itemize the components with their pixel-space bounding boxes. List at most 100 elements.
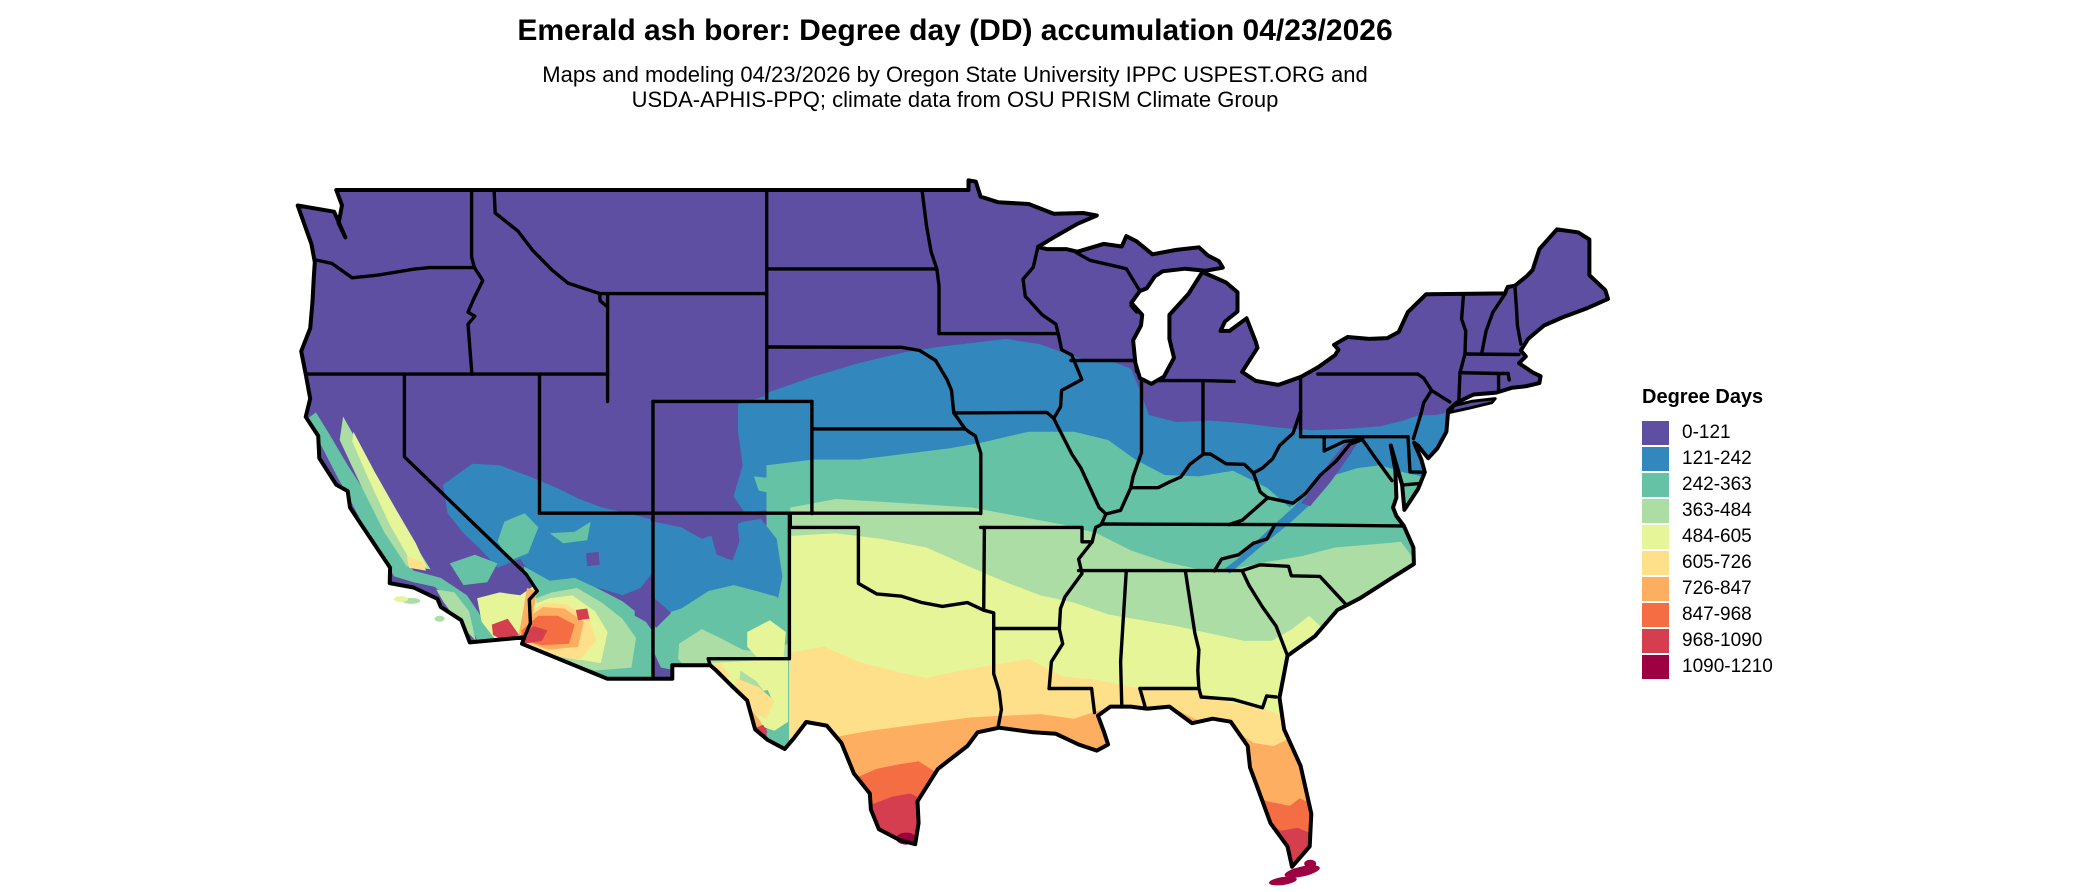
state-boundary xyxy=(1021,245,1060,336)
legend-label: 968-1090 xyxy=(1682,630,1763,651)
state-boundary xyxy=(311,257,477,280)
legend-item: 121-242 xyxy=(1642,447,1773,471)
state-boundary xyxy=(1458,371,1510,376)
legend-label: 605-726 xyxy=(1682,552,1752,573)
region-purple-san-francisco-peaks xyxy=(586,551,600,567)
state-boundary xyxy=(1406,435,1427,474)
state-boundary xyxy=(1506,371,1511,382)
region-red-imperial-valley xyxy=(491,618,520,641)
state-boundary xyxy=(788,525,986,612)
legend-item: 968-1090 xyxy=(1642,629,1773,653)
region-maroon-florida-keys xyxy=(1269,876,1297,886)
region-teal-arkansas-valley xyxy=(754,476,800,497)
legend-label: 726-847 xyxy=(1682,578,1752,599)
legend-swatch xyxy=(1642,551,1669,575)
legend-swatch xyxy=(1642,525,1669,549)
legend-item: 1090-1210 xyxy=(1642,655,1773,679)
legend-swatch xyxy=(1642,447,1669,471)
state-boundary xyxy=(1251,471,1270,500)
legend-label: 484-605 xyxy=(1682,526,1752,547)
state-boundary xyxy=(1479,291,1508,356)
region-purple-appalachian-ridge xyxy=(1301,441,1357,507)
legend-label: 847-968 xyxy=(1682,604,1752,625)
state-boundary xyxy=(982,525,987,612)
state-boundary xyxy=(1459,291,1468,356)
state-boundary xyxy=(1129,378,1144,490)
state-boundary xyxy=(1074,251,1142,293)
state-boundary xyxy=(1240,568,1290,658)
state-boundary xyxy=(1047,540,1094,691)
state-boundary xyxy=(1273,522,1408,528)
map-subtitle-line2: USDA-APHIS-PPQ; climate data from OSU PR… xyxy=(631,87,1279,112)
state-boundary xyxy=(1212,522,1277,573)
channel-island xyxy=(434,615,445,622)
legend-swatch xyxy=(1642,421,1669,445)
state-boundary xyxy=(706,511,792,667)
state-boundary xyxy=(952,410,1056,421)
region-red-yuma xyxy=(521,626,548,644)
legend-swatch xyxy=(1642,655,1669,679)
region-blue-blue-ridge xyxy=(1223,480,1329,574)
state-boundary xyxy=(1411,372,1434,441)
legend-item: 726-847 xyxy=(1642,577,1773,601)
state-boundary xyxy=(1118,568,1128,709)
channel-island xyxy=(394,596,408,603)
state-boundary xyxy=(1147,378,1236,384)
map-title: Emerald ash borer: Degree day (DD) accum… xyxy=(517,14,1393,47)
state-boundary xyxy=(469,188,477,270)
state-boundary xyxy=(1104,409,1303,516)
state-boundary xyxy=(1138,686,1147,709)
region-teal-mojave xyxy=(449,554,498,586)
state-boundaries xyxy=(304,188,1523,730)
state-boundary xyxy=(982,608,1004,730)
state-boundary xyxy=(1099,522,1277,527)
region-teal-grand-canyon xyxy=(549,521,591,544)
state-boundary xyxy=(920,188,941,336)
legend-item: 242-363 xyxy=(1642,473,1773,497)
legend-item: 605-726 xyxy=(1642,551,1773,575)
legend-label: 121-242 xyxy=(1682,448,1752,469)
legend-label: 363-484 xyxy=(1682,500,1752,521)
region-purple-sangre-de-cristo xyxy=(709,490,740,561)
state-boundary xyxy=(1047,686,1097,715)
legend-swatch xyxy=(1642,473,1669,497)
state-boundary xyxy=(466,265,485,376)
state-boundary xyxy=(1240,563,1347,606)
region-orange-colorado-river xyxy=(517,588,538,640)
region-red-phoenix xyxy=(575,608,590,621)
state-boundary xyxy=(1199,694,1278,710)
region-maroon-florida-keys xyxy=(1304,859,1317,868)
region-teal-california-coast xyxy=(306,412,498,643)
state-boundary xyxy=(1458,352,1467,375)
state-boundary xyxy=(1463,352,1521,357)
conus-outline xyxy=(295,178,1610,869)
legend-label: 0-121 xyxy=(1682,422,1731,443)
region-yellow-bakersfield xyxy=(406,556,426,571)
legend-swatch xyxy=(1642,499,1669,523)
state-boundary xyxy=(765,345,938,363)
state-boundary xyxy=(1457,371,1462,404)
state-boundary xyxy=(1402,481,1422,487)
state-boundary xyxy=(1513,284,1523,346)
region-pale-valley-core xyxy=(352,431,428,568)
region-pale-pecos-valley xyxy=(747,620,786,659)
state-boundary xyxy=(1429,388,1452,404)
legend-swatch xyxy=(1642,629,1669,653)
legend-rows: 0-121 121-242 242-363 363-484 484-605 605-726… xyxy=(1642,421,1773,679)
region-blue-great-basin xyxy=(443,463,664,596)
legend-swatch xyxy=(1642,603,1669,627)
legend-item: 0-121 xyxy=(1642,421,1773,445)
region-teal-nevada-tip xyxy=(497,513,539,561)
state-boundary xyxy=(978,525,1098,544)
figure-header: Emerald ash borer: Degree day (DD) accum… xyxy=(0,14,1910,112)
region-maroon-florida-keys xyxy=(1284,865,1320,878)
dd-band-968-1090 xyxy=(872,793,1609,867)
legend-item: 484-605 xyxy=(1642,525,1773,549)
map-subtitle: Maps and modeling 04/23/2026 by Oregon S… xyxy=(0,62,1910,112)
state-boundary xyxy=(402,372,539,639)
map-subtitle-line1: Maps and modeling 04/23/2026 by Oregon S… xyxy=(542,62,1368,87)
legend-title: Degree Days xyxy=(1642,386,1764,408)
